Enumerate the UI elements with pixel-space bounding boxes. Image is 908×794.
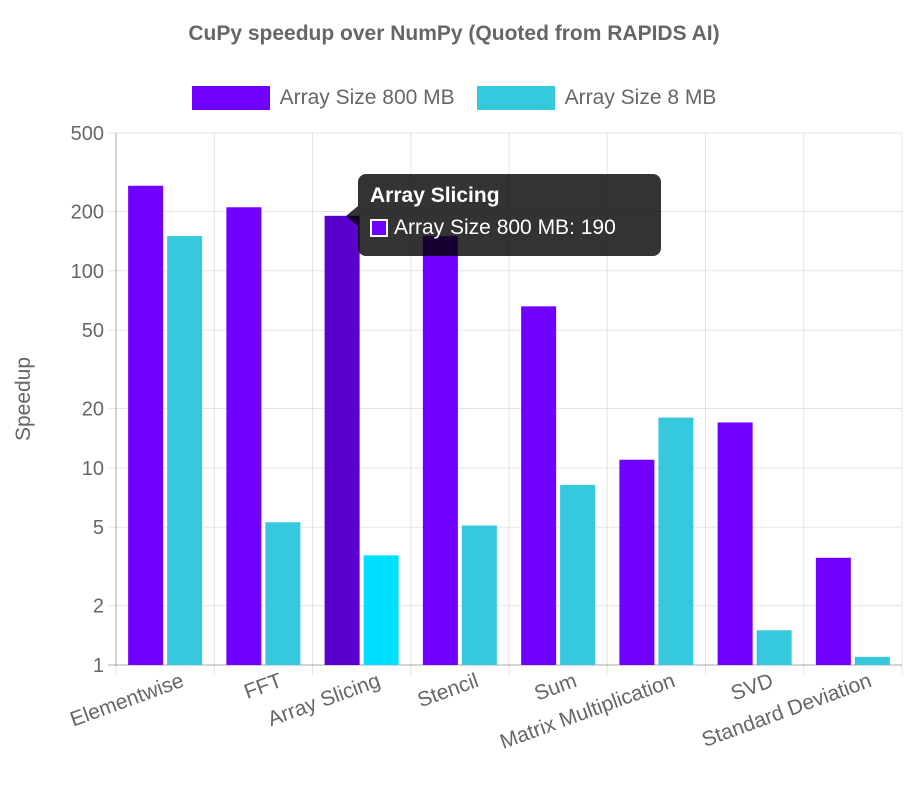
y-tick-label: 200 [71, 201, 104, 223]
bar-8mb-stencil[interactable] [461, 525, 497, 665]
legend-label-800mb: Array Size 800 MB [279, 86, 455, 109]
bar-800mb-fft[interactable] [226, 207, 262, 665]
bar-800mb-array-slicing[interactable] [324, 215, 360, 666]
bar-8mb-matrix-multiplication[interactable] [658, 417, 694, 665]
y-tick-label: 1 [93, 655, 104, 677]
x-tick-label: Stencil [414, 669, 481, 712]
y-tick-label: 500 [71, 123, 104, 145]
y-tick-label: 100 [71, 261, 104, 283]
x-tick-label: Array Slicing [265, 669, 384, 731]
y-tick-label: 50 [82, 320, 104, 342]
chart-title: CuPy speedup over NumPy (Quoted from RAP… [188, 22, 720, 45]
bar-800mb-elementwise[interactable] [128, 185, 164, 665]
x-tick-label: Elementwise [67, 669, 187, 731]
legend-swatch-8mb [476, 86, 555, 110]
bar-800mb-standard-deviation[interactable] [815, 557, 851, 665]
legend-item-8mb[interactable]: Array Size 8 MB [476, 86, 717, 110]
bar-8mb-array-slicing[interactable] [363, 555, 399, 665]
x-tick-label: SVD [728, 669, 776, 705]
bar-800mb-sum[interactable] [521, 306, 557, 665]
bar-8mb-fft[interactable] [265, 522, 301, 665]
tooltip-swatch [370, 219, 388, 237]
legend-swatch-800mb [191, 86, 270, 110]
legend-label-8mb: Array Size 8 MB [564, 86, 717, 109]
bar-8mb-sum[interactable] [560, 484, 596, 665]
y-tick-label: 2 [93, 596, 104, 618]
x-tick-label: Standard Deviation [699, 669, 875, 752]
tooltip-title: Array Slicing [370, 184, 500, 207]
tooltip-row: Array Size 800 MB: 190 [370, 216, 649, 240]
legend: Array Size 800 MB Array Size 8 MB [0, 86, 908, 110]
bar-800mb-stencil[interactable] [422, 236, 458, 665]
bar-8mb-svd[interactable] [756, 630, 792, 665]
tooltip: Array Slicing Array Size 800 MB: 190 [346, 174, 661, 256]
tooltip-label: Array Size 800 MB: 190 [394, 216, 616, 239]
bar-8mb-standard-deviation[interactable] [854, 656, 890, 665]
x-tick-label: FFT [241, 669, 285, 704]
y-tick-label: 5 [93, 517, 104, 539]
y-axis-label: Speedup [12, 357, 35, 441]
legend-item-800mb[interactable]: Array Size 800 MB [191, 86, 455, 110]
bar-8mb-elementwise[interactable] [167, 236, 203, 665]
x-tick-label: Sum [531, 669, 579, 705]
y-tick-label: 10 [82, 458, 104, 480]
bar-800mb-matrix-multiplication[interactable] [619, 459, 655, 665]
bar-800mb-svd[interactable] [717, 422, 753, 665]
y-tick-label: 20 [82, 399, 104, 421]
x-tick-label: Matrix Multiplication [497, 669, 678, 754]
